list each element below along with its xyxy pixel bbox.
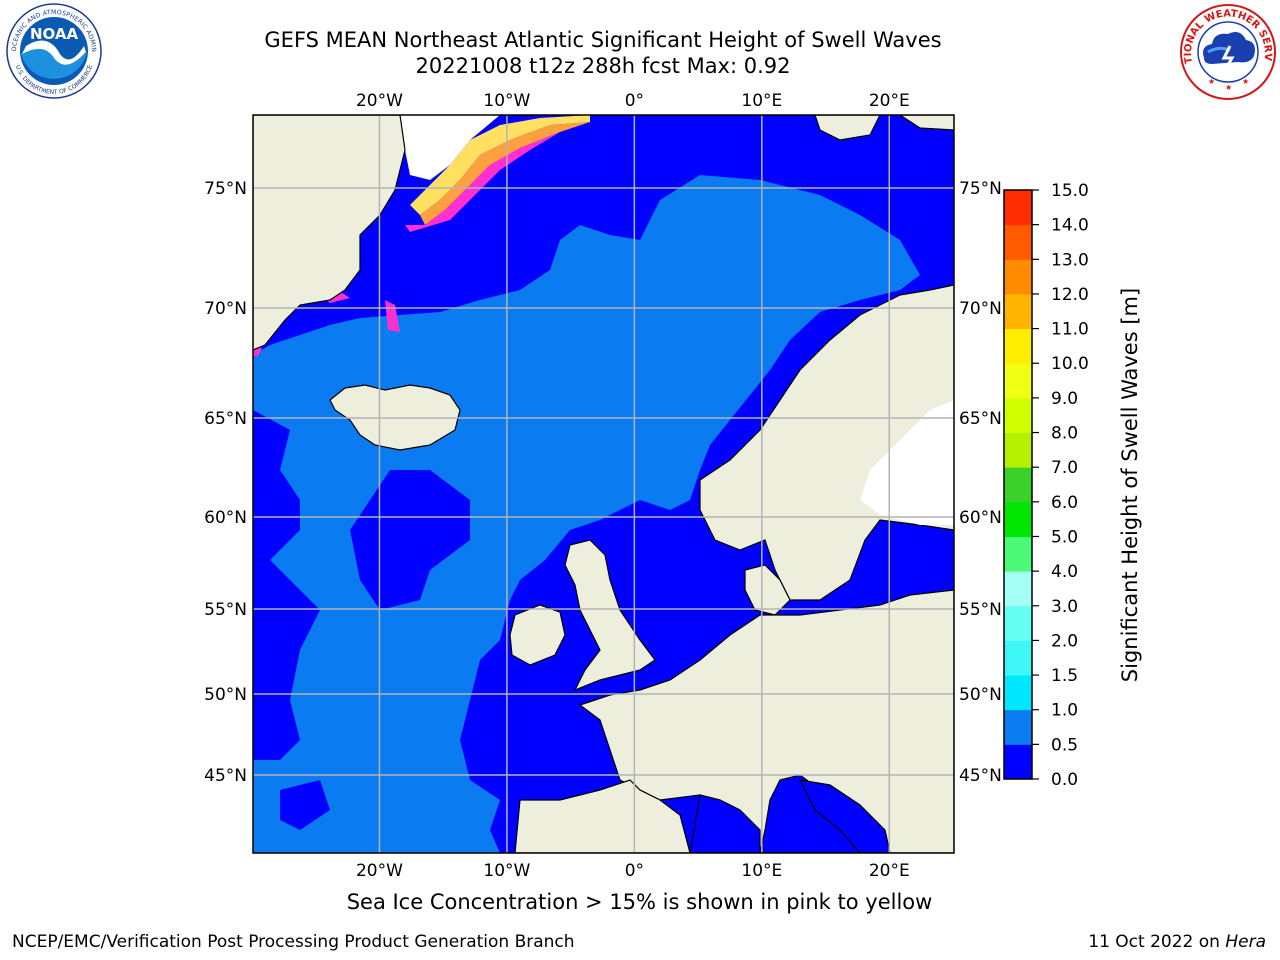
nws-logo: NATIONAL WEATHER SERVICE ★ ★ ★ — [1178, 2, 1276, 100]
colorbar-segment — [1004, 397, 1032, 434]
colorbar-label: Significant Height of Swell Waves [m] — [1118, 287, 1142, 683]
mediterranean — [689, 794, 761, 853]
noaa-logo: NATIONAL OCEANIC AND ATMOSPHERIC ADMINIS… — [4, 2, 102, 99]
lon-tick-label-bottom: 10°E — [741, 861, 782, 881]
colorbar-segment — [1004, 467, 1032, 503]
colorbar-tick-label: 4.0 — [1051, 562, 1078, 582]
lat-tick-label-right: 65°N — [959, 409, 1002, 429]
iberia — [514, 779, 691, 853]
colorbar-segment — [1004, 571, 1032, 607]
colorbar-tick-label: 15.0 — [1051, 181, 1089, 201]
lat-tick-label-right: 70°N — [959, 299, 1002, 319]
lon-tick-label-bottom: 10°W — [483, 861, 530, 881]
colorbar-tick-label: 14.0 — [1051, 216, 1089, 236]
lat-tick-label-left: 60°N — [204, 508, 247, 528]
lat-tick-label-right: 50°N — [959, 685, 1002, 705]
colorbar-segment — [1004, 605, 1032, 641]
great-britain — [564, 539, 656, 692]
colorbar-segment — [1004, 363, 1032, 399]
graticule — [253, 115, 954, 853]
colorbar-tick-label: 1.0 — [1051, 701, 1078, 721]
ireland — [509, 604, 566, 666]
lon-tick-label-top: 10°W — [483, 91, 530, 111]
colorbar-tick-label: 8.0 — [1051, 424, 1078, 444]
map-title: GEFS MEAN Northeast Atlantic Significant… — [264, 28, 942, 52]
map-frame — [252, 114, 955, 854]
colorbar-tick-label: 6.0 — [1051, 493, 1078, 513]
colorbar-segment — [1004, 190, 1032, 226]
lat-tick-label-left: 65°N — [204, 409, 247, 429]
map-subtitle: 20221008 t12z 288h fcst Max: 0.92 — [415, 54, 791, 78]
lat-tick-label-right: 75°N — [959, 179, 1002, 199]
date-stamp: 11 Oct 2022 on Hera — [1088, 932, 1266, 952]
colorbar-segment — [1004, 536, 1032, 572]
colorbar-segment — [1004, 328, 1032, 364]
credit-text: NCEP/EMC/Verification Post Processing Pr… — [12, 932, 575, 952]
sea-ice-white — [400, 115, 500, 180]
sea-ice-pink — [405, 132, 560, 232]
lon-tick-label-bottom: 20°E — [869, 861, 910, 881]
lon-tick-label-bottom: 20°W — [356, 861, 403, 881]
svg-text:★: ★ — [1242, 77, 1249, 86]
colorbar-tick-label: 1.5 — [1051, 666, 1078, 686]
colorbar-segment — [1004, 675, 1032, 711]
colorbar-tick-label: 10.0 — [1051, 354, 1089, 374]
lat-tick-label-right: 45°N — [959, 766, 1002, 786]
machine-name: Hera — [1225, 932, 1266, 952]
lat-tick-label-left: 70°N — [204, 299, 247, 319]
lat-tick-label-right: 55°N — [959, 600, 1002, 620]
colorbar-segment — [1004, 432, 1032, 468]
lat-tick-label-left: 75°N — [204, 179, 247, 199]
svalbard — [814, 115, 954, 141]
denmark — [744, 564, 791, 616]
colorbar-segment — [1004, 501, 1032, 537]
greenland — [253, 115, 406, 351]
tick-labels: 20°W 20°W 10°W 10°W 0° 0° 10°E 10°E 20°E 20°E 75°N… — [204, 91, 1002, 881]
colorbar-tick-label: 0.5 — [1051, 735, 1078, 755]
sea-ice-orange — [420, 122, 590, 225]
lon-tick-label-top: 20°E — [869, 91, 910, 111]
noaa-logo-text: NOAA — [30, 25, 79, 43]
colorbar-tick-label: 11.0 — [1051, 320, 1089, 340]
date-text: 11 Oct 2022 on — [1088, 932, 1220, 952]
sea-ice-note: Sea Ice Concentration > 15% is shown in … — [346, 890, 933, 914]
colorbar-segment — [1004, 224, 1032, 260]
swell-region-0.5-1m — [253, 175, 920, 853]
svg-text:★: ★ — [1225, 83, 1232, 92]
gulf-of-bothnia — [860, 400, 954, 525]
italy-sea — [798, 779, 891, 853]
colorbar-tick-label: 3.0 — [1051, 597, 1078, 617]
colorbar-segment — [1004, 293, 1032, 330]
lon-tick-label-bottom: 0° — [625, 861, 644, 881]
swell-patch-dark — [280, 780, 330, 830]
lon-tick-label-top: 10°E — [741, 91, 782, 111]
lat-tick-label-right: 60°N — [959, 508, 1002, 528]
colorbar-tick-label: 7.0 — [1051, 458, 1078, 478]
colorbar-segment — [1004, 744, 1032, 780]
svg-text:★: ★ — [1208, 77, 1215, 86]
colorbar: 0.0 0.5 1.0 1.5 2.0 3.0 4.0 5.0 6.0 7.0 8.0 9.0 10.0… — [1003, 181, 1089, 790]
colorbar-tick-label: 5.0 — [1051, 527, 1078, 547]
colorbar-segment — [1004, 640, 1032, 676]
colorbar-segment — [1004, 709, 1032, 745]
lon-tick-label-top: 0° — [625, 91, 644, 111]
lon-tick-label-top: 20°W — [356, 91, 403, 111]
colorbar-tick-label: 13.0 — [1051, 250, 1089, 270]
colorbar-tick-label: 0.0 — [1051, 770, 1078, 790]
colorbar-tick-label: 12.0 — [1051, 285, 1089, 305]
lat-tick-label-left: 50°N — [204, 685, 247, 705]
colorbar-tick-label: 9.0 — [1051, 389, 1078, 409]
colorbar-frame — [1003, 189, 1033, 780]
colorbar-segment — [1004, 259, 1032, 295]
colorbar-tick-label: 2.0 — [1051, 631, 1078, 651]
lat-tick-label-left: 55°N — [204, 600, 247, 620]
sea-ice-yellow — [410, 115, 590, 215]
lat-tick-label-left: 45°N — [204, 766, 247, 786]
